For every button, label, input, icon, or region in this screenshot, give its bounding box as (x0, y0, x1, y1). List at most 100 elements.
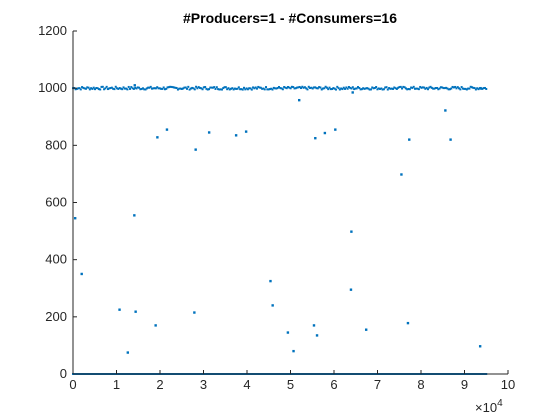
data-point (355, 87, 358, 90)
data-point (141, 87, 144, 90)
data-point (309, 87, 312, 90)
data-point (353, 88, 356, 91)
data-point (109, 87, 112, 90)
data-point (271, 88, 274, 91)
data-point (377, 87, 380, 90)
data-point (105, 85, 108, 88)
data-point (471, 86, 473, 89)
data-point (298, 98, 301, 102)
data-point (126, 351, 130, 354)
data-point (244, 88, 247, 91)
data-point (220, 88, 223, 91)
data-point (393, 86, 396, 89)
y-tick-label: 0 (60, 366, 67, 381)
data-point (206, 88, 209, 91)
data-point (395, 87, 398, 90)
data-point (459, 88, 462, 91)
data-point (257, 85, 260, 88)
data-point (381, 88, 384, 91)
data-point (196, 87, 199, 90)
data-point (465, 88, 468, 91)
data-point (307, 85, 310, 88)
data-point (310, 86, 313, 89)
data-point (325, 86, 328, 89)
data-point (436, 86, 439, 89)
data-point (217, 88, 220, 91)
data-point (123, 87, 126, 90)
data-point (344, 87, 347, 90)
data-point (246, 88, 249, 91)
data-point (209, 86, 212, 89)
data-point (448, 88, 451, 91)
data-point (133, 84, 136, 87)
data-point (296, 86, 299, 89)
data-point (193, 311, 196, 314)
x-tick-label: 1 (113, 377, 120, 392)
data-point (179, 87, 182, 90)
data-point (451, 85, 454, 88)
data-point (255, 87, 258, 90)
data-point (271, 304, 274, 307)
data-point (434, 87, 437, 90)
data-point (314, 86, 317, 89)
data-point (108, 87, 111, 90)
data-point (210, 86, 213, 89)
data-point (351, 86, 354, 89)
data-point (132, 87, 135, 90)
data-point (154, 324, 157, 327)
data-point (285, 87, 288, 90)
data-point (266, 88, 269, 91)
data-point (373, 87, 376, 90)
data-point (253, 87, 256, 90)
data-point (161, 87, 164, 90)
data-point (284, 86, 287, 89)
axes (72, 31, 508, 375)
data-point (388, 87, 391, 90)
data-point (412, 85, 415, 88)
data-point (382, 88, 385, 91)
data-point (292, 86, 295, 89)
data-point (401, 87, 404, 90)
data-point (481, 87, 484, 90)
data-point (430, 86, 433, 89)
data-point (359, 88, 362, 91)
data-point (426, 88, 429, 91)
data-point (147, 86, 150, 89)
y-tick-label: 800 (45, 137, 67, 152)
data-point (461, 87, 464, 90)
data-point (240, 88, 243, 91)
data-point (327, 88, 330, 91)
data-point (121, 88, 124, 91)
data-point (231, 87, 234, 90)
data-point (275, 87, 278, 90)
data-point (463, 87, 466, 90)
data-point (244, 130, 248, 133)
data-point (248, 87, 251, 90)
data-point (149, 85, 152, 88)
data-point (91, 87, 94, 90)
data-point (116, 87, 119, 90)
x-tick-label: 3 (200, 377, 207, 392)
data-point (200, 87, 203, 90)
data-point (134, 86, 137, 89)
data-point (166, 86, 169, 89)
data-point (241, 88, 244, 91)
data-point (182, 87, 185, 90)
data-point (280, 87, 283, 90)
data-point (165, 87, 168, 90)
data-point (259, 86, 262, 89)
data-point (129, 87, 131, 90)
x-tick-label: 8 (417, 377, 424, 392)
data-point (254, 86, 257, 89)
data-point (117, 87, 120, 90)
data-point (334, 88, 337, 91)
y-tick-label: 1200 (38, 23, 67, 38)
data-point (334, 128, 337, 131)
data-point (269, 279, 272, 283)
data-point (165, 128, 169, 131)
data-point (145, 87, 148, 90)
data-point (268, 88, 271, 91)
x-tick-label: 10 (501, 377, 515, 392)
data-point (80, 272, 83, 276)
